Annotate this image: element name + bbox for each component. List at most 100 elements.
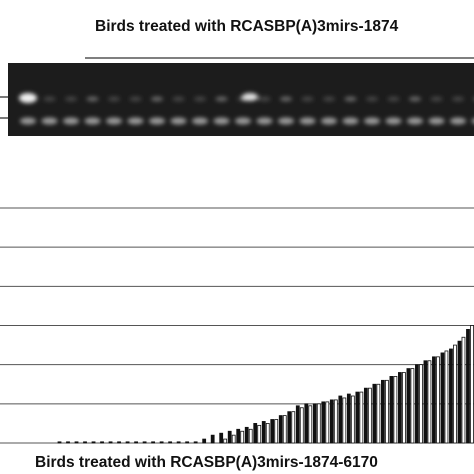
bar [134,441,138,444]
bar [406,368,411,444]
gel-band [471,118,474,124]
bar [376,383,381,444]
bar [57,441,62,444]
gel-band [43,96,56,102]
bar [444,350,449,444]
bar [304,403,309,444]
gel-band [385,117,402,125]
bar [274,419,279,444]
gel-band [41,117,58,125]
gel-band [215,96,228,102]
bar [291,411,296,444]
bar [321,401,326,444]
bar [367,387,372,444]
bar [270,419,275,444]
bar [355,391,360,444]
bar [74,441,79,444]
gel-band [149,117,165,125]
gel-band [323,96,335,102]
bar [240,430,245,444]
bar [83,441,87,444]
bar [287,411,292,444]
gel-band [321,117,337,125]
gel-band [256,117,273,125]
bar [423,360,428,444]
bar [436,356,440,444]
bar [176,441,181,444]
gel-band [430,96,443,102]
bar [432,356,436,444]
bar [342,397,347,444]
gel-band [192,117,208,125]
gel-band [452,96,464,102]
bar [299,407,304,444]
gel-band [213,117,230,125]
bar [389,376,394,444]
bar [312,403,317,444]
gel-band [172,96,185,102]
bar [372,383,377,444]
bar [168,441,173,444]
bar [210,434,215,444]
bar [219,432,224,444]
bar [415,364,419,444]
bar [402,372,406,444]
bar [449,348,453,444]
bar [316,403,321,444]
gel-band [194,96,206,102]
gel-band [450,117,466,125]
gel-band [20,117,36,125]
bar [100,441,104,444]
gel-band [407,117,423,125]
bar [359,391,364,444]
bar [257,424,262,444]
gel-band [19,93,37,103]
gel-band [106,117,122,125]
bar [363,387,368,444]
bar [282,415,287,444]
bar [466,329,470,444]
gel-bands [19,93,474,125]
bar [223,438,228,444]
gel-band [364,117,380,125]
bar [253,423,258,444]
bar [346,393,351,444]
bar [325,401,330,444]
gel-band [235,117,251,125]
gel-band [170,117,187,125]
bar [244,426,249,444]
bar [159,441,164,444]
bar [338,395,343,444]
bar [248,428,253,444]
bar [453,344,457,444]
bar [142,441,147,444]
gel-band [151,96,163,102]
gel-band [299,117,316,125]
gel-band [84,117,101,125]
bar [427,360,432,444]
bar [470,325,474,444]
bar [261,421,266,444]
bar [461,336,466,444]
gel-band [127,117,144,125]
gel-band [366,96,378,102]
gel-band [86,96,99,102]
bar [308,405,313,444]
bar [202,438,207,444]
bars [57,325,474,444]
gel-band [301,96,314,102]
bar [333,399,338,444]
gel-band [342,117,359,125]
bar [151,441,156,444]
bar [329,399,334,444]
bar [384,379,389,444]
bar [350,395,355,444]
bar [231,434,236,444]
gel-band [387,96,400,102]
bar [398,372,402,444]
gel-band [280,96,292,102]
bar [227,430,232,444]
gel-band [129,96,142,102]
